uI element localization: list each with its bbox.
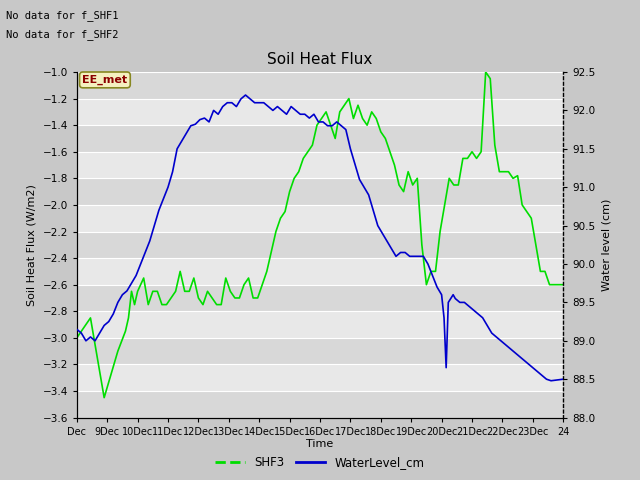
Text: EE_met: EE_met [83,75,127,85]
Y-axis label: Soil Heat Flux (W/m2): Soil Heat Flux (W/m2) [27,184,37,306]
Bar [77,338,563,364]
Legend: SHF3, WaterLevel_cm: SHF3, WaterLevel_cm [211,452,429,474]
Bar [77,311,563,338]
Bar [77,152,563,179]
Bar [77,285,563,311]
Bar [77,72,563,98]
Bar [77,364,563,391]
Bar [77,179,563,205]
Bar [77,231,563,258]
Text: No data for f_SHF1: No data for f_SHF1 [6,10,119,21]
Bar [77,391,563,418]
X-axis label: Time: Time [307,439,333,449]
Bar [77,98,563,125]
Bar [77,125,563,152]
Title: Soil Heat Flux: Soil Heat Flux [268,52,372,67]
Y-axis label: Water level (cm): Water level (cm) [601,199,611,291]
Bar [77,205,563,231]
Bar [77,258,563,285]
Text: No data for f_SHF2: No data for f_SHF2 [6,29,119,40]
